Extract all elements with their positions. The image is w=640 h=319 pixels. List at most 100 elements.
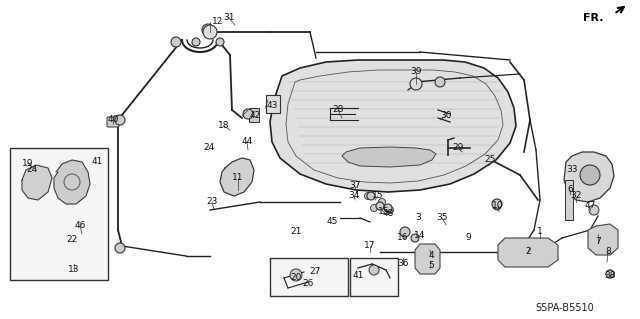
Text: 42: 42 xyxy=(250,112,260,121)
Circle shape xyxy=(606,270,614,278)
Circle shape xyxy=(365,192,371,199)
Text: 27: 27 xyxy=(309,268,321,277)
Text: 37: 37 xyxy=(349,182,361,190)
Text: 24: 24 xyxy=(204,144,214,152)
Text: 34: 34 xyxy=(348,191,360,201)
Text: 17: 17 xyxy=(364,241,376,250)
Polygon shape xyxy=(498,238,558,267)
Circle shape xyxy=(67,263,81,277)
Text: 12: 12 xyxy=(212,18,224,26)
Circle shape xyxy=(115,243,125,253)
Text: 39: 39 xyxy=(410,68,422,77)
Polygon shape xyxy=(564,152,614,202)
Polygon shape xyxy=(415,244,440,274)
Polygon shape xyxy=(342,147,436,167)
Circle shape xyxy=(367,192,375,200)
Bar xyxy=(268,96,280,112)
Text: 15: 15 xyxy=(372,191,384,201)
Text: 33: 33 xyxy=(566,166,578,174)
Text: 26: 26 xyxy=(302,279,314,288)
Circle shape xyxy=(387,206,394,213)
Text: 24: 24 xyxy=(26,166,38,174)
Circle shape xyxy=(589,205,599,215)
Text: 46: 46 xyxy=(74,221,86,231)
Circle shape xyxy=(192,38,200,46)
Circle shape xyxy=(202,24,214,36)
Text: 44: 44 xyxy=(241,137,253,146)
Text: 3: 3 xyxy=(415,213,421,222)
Bar xyxy=(350,258,398,296)
Circle shape xyxy=(67,240,77,250)
Circle shape xyxy=(171,37,181,47)
Bar xyxy=(270,258,348,296)
Circle shape xyxy=(492,199,502,209)
Polygon shape xyxy=(54,160,90,204)
Circle shape xyxy=(410,78,422,90)
Circle shape xyxy=(243,109,253,119)
Text: 35: 35 xyxy=(436,213,448,222)
Text: 20: 20 xyxy=(291,273,301,283)
Text: 25: 25 xyxy=(484,155,496,165)
Circle shape xyxy=(400,227,410,237)
Text: 6: 6 xyxy=(567,184,573,194)
Text: 40: 40 xyxy=(108,115,118,123)
Text: 7: 7 xyxy=(595,238,601,247)
Text: 9: 9 xyxy=(465,234,471,242)
Text: 41: 41 xyxy=(92,158,102,167)
Polygon shape xyxy=(588,224,618,255)
Text: 8: 8 xyxy=(605,248,611,256)
Text: 30: 30 xyxy=(440,112,452,121)
Circle shape xyxy=(384,204,392,212)
Circle shape xyxy=(411,234,419,242)
Text: 32: 32 xyxy=(570,191,582,201)
Text: 23: 23 xyxy=(206,197,218,206)
Polygon shape xyxy=(22,165,52,200)
Text: 38: 38 xyxy=(604,271,616,280)
Circle shape xyxy=(580,165,600,185)
Text: 31: 31 xyxy=(223,13,235,23)
Text: 1: 1 xyxy=(537,227,543,236)
Text: 15: 15 xyxy=(378,207,390,217)
Text: 19: 19 xyxy=(22,159,34,167)
Polygon shape xyxy=(270,60,516,192)
Circle shape xyxy=(203,25,217,39)
FancyBboxPatch shape xyxy=(107,117,119,127)
Circle shape xyxy=(290,269,302,281)
Text: 18: 18 xyxy=(218,122,230,130)
Text: S5PA-B5510: S5PA-B5510 xyxy=(536,303,595,313)
Circle shape xyxy=(606,270,614,278)
Text: 14: 14 xyxy=(414,232,426,241)
Bar xyxy=(266,95,280,113)
Text: 45: 45 xyxy=(326,218,338,226)
Circle shape xyxy=(115,115,125,125)
Bar xyxy=(249,108,259,122)
Circle shape xyxy=(76,224,84,232)
Text: 41: 41 xyxy=(352,271,364,280)
Text: 16: 16 xyxy=(397,234,409,242)
Text: 36: 36 xyxy=(397,259,409,269)
Text: FR.: FR. xyxy=(584,13,604,23)
Text: 47: 47 xyxy=(584,202,596,211)
Circle shape xyxy=(66,262,82,278)
Circle shape xyxy=(369,265,379,275)
Circle shape xyxy=(435,77,445,87)
Text: 28: 28 xyxy=(332,106,344,115)
Text: 22: 22 xyxy=(67,235,77,244)
Polygon shape xyxy=(220,158,254,196)
Text: 21: 21 xyxy=(291,226,301,235)
Text: 10: 10 xyxy=(492,202,504,211)
Text: 13: 13 xyxy=(68,265,80,275)
Circle shape xyxy=(371,204,378,211)
Text: 48: 48 xyxy=(382,210,394,219)
Text: 11: 11 xyxy=(232,174,244,182)
Circle shape xyxy=(378,198,385,205)
Bar xyxy=(565,180,573,220)
Text: 2: 2 xyxy=(525,248,531,256)
Text: 4: 4 xyxy=(428,250,434,259)
Text: 43: 43 xyxy=(266,101,278,110)
Text: 29: 29 xyxy=(452,144,464,152)
Bar xyxy=(10,148,108,280)
Text: 5: 5 xyxy=(428,261,434,270)
Circle shape xyxy=(216,38,224,46)
Circle shape xyxy=(67,240,77,250)
